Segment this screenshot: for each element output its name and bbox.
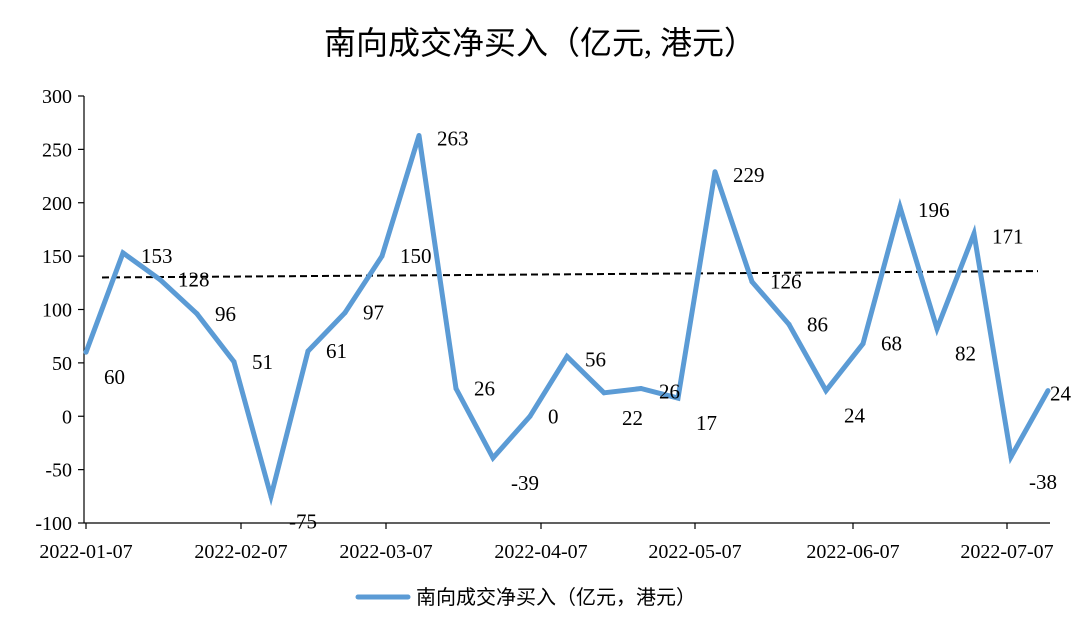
data-label: 128 <box>178 268 210 292</box>
data-label: 0 <box>548 404 559 428</box>
chart-title: 南向成交净买入（亿元, 港元） <box>324 25 756 61</box>
data-label: 97 <box>363 301 384 325</box>
data-label: 196 <box>918 198 950 222</box>
y-tick-label: 250 <box>42 139 72 161</box>
data-point <box>638 385 644 391</box>
series-layer <box>83 132 1051 507</box>
data-point <box>786 321 792 327</box>
x-tick-label: 2022-06-07 <box>806 541 899 563</box>
data-point <box>490 455 496 461</box>
data-point <box>564 353 570 359</box>
data-point <box>860 341 866 347</box>
y-tick-label: 200 <box>42 193 72 215</box>
data-point <box>712 169 718 175</box>
data-label: 60 <box>104 365 125 389</box>
data-label: 56 <box>585 347 606 371</box>
data-label: -75 <box>289 509 317 533</box>
x-tick-label: 2022-05-07 <box>648 541 741 563</box>
y-tick-label: -50 <box>45 460 72 482</box>
data-point <box>379 253 385 259</box>
data-label: 61 <box>326 339 347 363</box>
data-point <box>453 385 459 391</box>
data-label: 153 <box>141 244 173 268</box>
data-label: -39 <box>511 471 539 495</box>
y-tick-label: -100 <box>35 513 72 535</box>
data-label: -38 <box>1029 470 1057 494</box>
data-label: 17 <box>696 411 717 435</box>
x-tick-label: 2022-02-07 <box>194 541 287 563</box>
data-point <box>120 250 126 256</box>
data-point <box>749 279 755 285</box>
y-tick-label: 50 <box>52 353 72 375</box>
data-point <box>1008 454 1014 460</box>
data-label: 126 <box>770 270 802 294</box>
y-tick-label: 100 <box>42 300 72 322</box>
y-tick-label: 0 <box>62 406 72 428</box>
legend-label: 南向成交净买入（亿元，港元） <box>416 586 696 609</box>
data-label: 51 <box>252 350 273 374</box>
data-point <box>971 231 977 237</box>
data-point <box>675 395 681 401</box>
data-point <box>416 132 422 138</box>
data-label: 229 <box>733 163 765 187</box>
data-point <box>194 311 200 317</box>
x-tick-label: 2022-01-07 <box>39 541 132 563</box>
data-point <box>268 493 274 499</box>
data-point <box>157 277 163 283</box>
data-label: 82 <box>955 342 976 366</box>
data-label: 263 <box>437 126 469 150</box>
trend-line <box>101 270 1039 279</box>
data-point <box>527 413 533 419</box>
data-point <box>601 390 607 396</box>
data-point <box>83 349 89 355</box>
trend-layer <box>101 270 1039 279</box>
data-point <box>934 326 940 332</box>
x-tick-label: 2022-04-07 <box>494 541 587 563</box>
data-label: 171 <box>992 225 1024 249</box>
data-point <box>823 388 829 394</box>
data-point <box>1045 388 1051 394</box>
data-label: 22 <box>622 406 643 430</box>
data-label: 26 <box>474 376 495 400</box>
data-label: 150 <box>400 244 432 268</box>
data-label: 86 <box>807 312 828 336</box>
x-tick-label: 2022-07-07 <box>960 541 1053 563</box>
data-point <box>897 204 903 210</box>
data-label: 68 <box>881 332 902 356</box>
data-point <box>231 359 237 365</box>
data-label: 26 <box>659 379 680 403</box>
data-point <box>342 310 348 316</box>
y-tick-label: 300 <box>42 86 72 108</box>
data-label: 24 <box>1050 382 1072 406</box>
y-tick-label: 150 <box>42 246 72 268</box>
data-point <box>305 348 311 354</box>
data-label: 24 <box>844 404 866 428</box>
data-label: 96 <box>215 302 236 326</box>
axes: -100 -50 0 50 100 150 200 250 300 2022-01-07 2022-… <box>35 86 1053 563</box>
legend: 南向成交净买入（亿元，港元） <box>355 586 696 609</box>
x-tick-label: 2022-03-07 <box>339 541 432 563</box>
